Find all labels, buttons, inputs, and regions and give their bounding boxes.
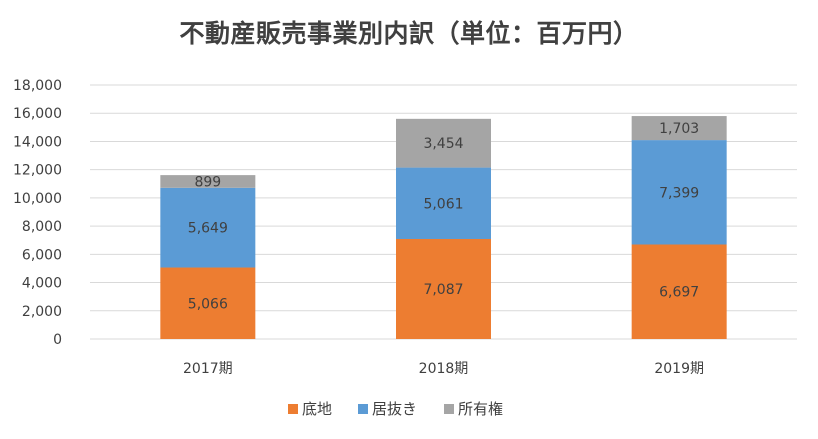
- data-label: 3,454: [423, 136, 463, 152]
- data-label: 7,087: [423, 282, 463, 298]
- bar-segment: [160, 187, 256, 268]
- bar-segment: [396, 118, 491, 168]
- bar-segment: [631, 140, 727, 245]
- y-tick-label: 10,000: [13, 191, 62, 207]
- y-tick-label: 4,000: [22, 276, 62, 292]
- y-tick-label: 0: [53, 332, 62, 348]
- x-category-label: 2017期: [183, 361, 233, 377]
- data-label: 7,399: [659, 185, 699, 201]
- bar-segment: [396, 167, 491, 239]
- legend-label: 所有権: [458, 400, 503, 418]
- y-tick-label: 8,000: [22, 219, 62, 235]
- data-label: 5,066: [188, 296, 228, 312]
- x-category-label: 2018期: [419, 361, 469, 377]
- bar-segment: [631, 116, 727, 141]
- data-label: 5,061: [423, 196, 463, 212]
- y-tick-label: 12,000: [13, 163, 62, 179]
- bar-segment: [160, 175, 256, 188]
- legend-label: 底地: [302, 400, 332, 418]
- bar-segment: [160, 267, 256, 339]
- chart-title: 不動産販売事業別内訳（単位：百万円）: [179, 19, 639, 48]
- data-label: 1,703: [659, 121, 699, 137]
- bar-segment: [396, 238, 491, 339]
- y-tick-label: 16,000: [13, 106, 62, 122]
- y-tick-label: 2,000: [22, 304, 62, 320]
- y-tick-label: 18,000: [13, 78, 62, 94]
- legend-swatch: [444, 404, 454, 414]
- x-category-label: 2019期: [654, 361, 704, 377]
- data-label: 6,697: [659, 285, 699, 301]
- y-tick-label: 14,000: [13, 134, 62, 150]
- data-label: 5,649: [188, 221, 228, 237]
- legend-label: 居抜き: [372, 400, 417, 418]
- data-label: 899: [194, 174, 221, 190]
- y-tick-label: 6,000: [22, 247, 62, 263]
- legend-swatch: [288, 404, 298, 414]
- bar-segment: [631, 244, 727, 339]
- legend-swatch: [358, 404, 368, 414]
